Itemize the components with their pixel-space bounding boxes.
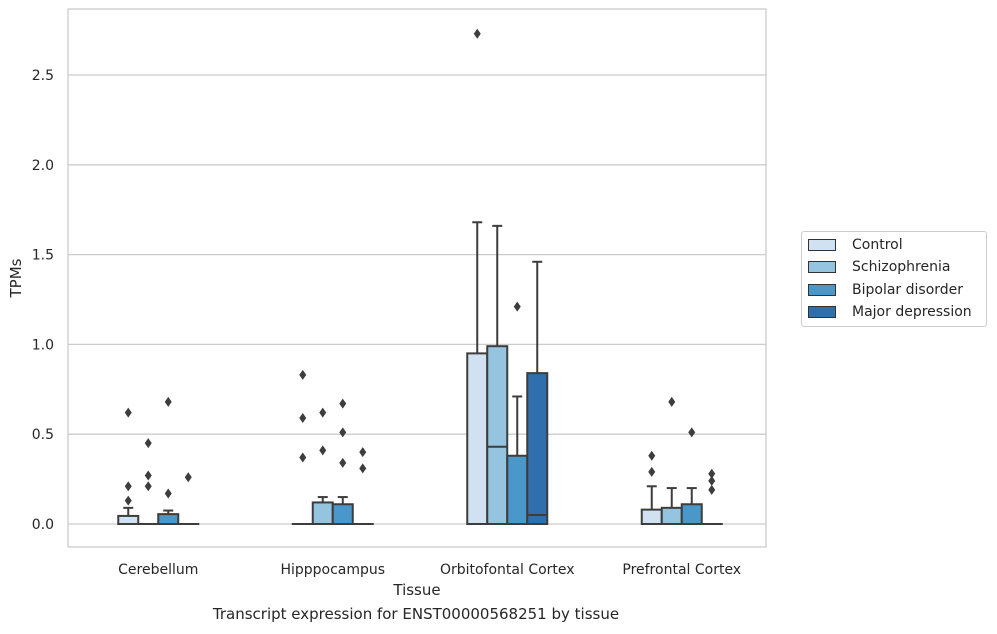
outlier-point — [124, 495, 132, 506]
y-tick-label: 1.5 — [32, 248, 54, 264]
outlier-point — [708, 475, 716, 486]
box — [157, 513, 180, 526]
chart-caption: Transcript expression for ENST0000056825… — [212, 605, 620, 623]
outlier-point — [668, 396, 676, 407]
outlier-point — [164, 396, 172, 407]
y-axis-label: TPMs — [7, 258, 25, 298]
outlier-point — [299, 452, 307, 463]
legend-label: Control — [852, 237, 903, 253]
outlier-point — [164, 488, 172, 499]
box — [466, 352, 489, 525]
legend-item-major-depression: Major depression — [808, 302, 972, 322]
outlier-point — [319, 445, 327, 456]
y-tick-label: 2.5 — [32, 68, 54, 84]
outlier-point — [339, 457, 347, 468]
outlier-point — [184, 472, 192, 483]
legend-swatch-control — [808, 239, 836, 251]
outlier-point — [144, 470, 152, 481]
box — [506, 454, 529, 526]
legend-label: Bipolar disorder — [852, 282, 964, 298]
outlier-point — [299, 369, 307, 380]
outlier-point — [299, 413, 307, 424]
x-tick-label: Cerebellum — [118, 562, 198, 578]
outlier-point — [648, 450, 656, 461]
outlier-point — [124, 481, 132, 492]
outlier-point — [339, 427, 347, 438]
outlier-point — [144, 481, 152, 492]
y-tick-label: 0.0 — [32, 517, 54, 533]
x-tick-labels: Cerebellum Hipppocampus Orbitofontal Corte… — [118, 562, 741, 578]
outlier-point — [513, 301, 521, 312]
outlier-point — [359, 447, 367, 458]
outlier-point — [688, 427, 696, 438]
box — [526, 372, 549, 525]
x-tick-label: Hipppocampus — [280, 562, 385, 578]
legend-label: Major depression — [852, 304, 972, 320]
plot-area — [67, 8, 767, 548]
box — [331, 503, 354, 525]
outlier-point — [708, 468, 716, 479]
box — [311, 501, 334, 525]
legend-item-bipolar-disorder: Bipolar disorder — [808, 280, 963, 300]
legend-swatch-major-depression — [808, 306, 836, 318]
outlier-point — [359, 463, 367, 474]
outlier-point — [648, 466, 656, 477]
x-axis-label: Tissue — [392, 581, 440, 599]
y-tick-label: 0.5 — [32, 427, 54, 443]
legend-swatch-bipolar-disorder — [808, 284, 836, 296]
legend: Control Schizophrenia Bipolar disorder M… — [801, 231, 987, 327]
y-tick-label: 2.0 — [32, 158, 54, 174]
legend-item-control: Control — [808, 235, 903, 255]
legend-swatch-schizophrenia — [808, 261, 836, 273]
outlier-point — [124, 407, 132, 418]
outlier-point — [473, 28, 481, 39]
legend-label: Schizophrenia — [852, 259, 951, 275]
legend-item-schizophrenia: Schizophrenia — [808, 257, 950, 277]
x-tick-label: Orbitofontal Cortex — [440, 562, 575, 578]
outlier-point — [144, 438, 152, 449]
box — [486, 345, 509, 526]
box — [680, 503, 703, 525]
box — [640, 508, 663, 525]
outlier-point — [339, 398, 347, 409]
x-tick-label: Prefrontal Cortex — [622, 562, 741, 578]
box-series — [117, 28, 723, 526]
y-tick-labels: 0.0 0.5 1.0 1.5 2.0 2.5 — [32, 68, 54, 533]
y-tick-label: 1.0 — [32, 337, 54, 353]
box — [660, 506, 683, 525]
outlier-point — [319, 407, 327, 418]
outlier-point — [708, 484, 716, 495]
box — [117, 514, 140, 526]
